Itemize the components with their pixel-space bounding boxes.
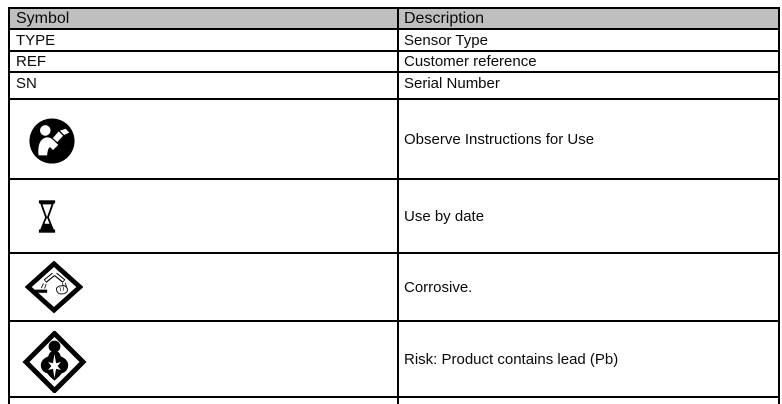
description-text: Observe Instructions for Use (404, 130, 595, 148)
table-row: Risk: Product contains lead (Pb) (10, 322, 778, 398)
column-header-description: Description (404, 9, 485, 27)
symbol-text: REF (16, 53, 46, 70)
symbol-cell (10, 254, 397, 320)
symbol-cell: SN (10, 73, 397, 98)
symbol-text: SN (16, 75, 37, 92)
table-row: REF Customer reference (10, 52, 778, 73)
table-row-partial (10, 398, 778, 404)
description-cell: Corrosive. (397, 254, 778, 320)
description-text: Sensor Type (404, 31, 488, 49)
symbol-text: TYPE (16, 31, 56, 49)
header-cell-symbol: Symbol (10, 9, 397, 28)
table-row: TYPE Sensor Type (10, 30, 778, 52)
table-header-row: Symbol Description (10, 9, 778, 30)
health-hazard-icon (22, 331, 87, 393)
description-cell: Use by date (397, 180, 778, 252)
symbol-cell: TYPE (10, 30, 397, 50)
description-text: Corrosive. (404, 278, 473, 296)
header-cell-description: Description (397, 9, 778, 28)
table-row: Observe Instructions for Use (10, 100, 778, 180)
use-by-date-hourglass-icon (38, 199, 56, 233)
symbol-cell (10, 322, 397, 396)
description-cell: Sensor Type (397, 30, 778, 50)
corrosive-hazard-icon (25, 260, 83, 314)
observe-instructions-icon (28, 117, 76, 165)
description-cell (397, 398, 778, 404)
description-cell: Observe Instructions for Use (397, 100, 778, 178)
description-cell: Customer reference (397, 52, 778, 71)
symbol-cell (10, 100, 397, 178)
symbol-cell (10, 398, 397, 404)
table-row: SN Serial Number (10, 73, 778, 100)
table-row: Corrosive. (10, 254, 778, 322)
symbol-cell: REF (10, 52, 397, 71)
table-row: Use by date (10, 180, 778, 254)
description-text: Risk: Product contains lead (Pb) (404, 350, 619, 368)
symbols-table: Symbol Description TYPE Sensor Type REF … (8, 7, 780, 404)
description-cell: Risk: Product contains lead (Pb) (397, 322, 778, 396)
column-header-symbol: Symbol (16, 9, 70, 27)
description-text: Customer reference (404, 53, 537, 70)
description-text: Use by date (404, 207, 485, 225)
description-cell: Serial Number (397, 73, 778, 98)
symbol-cell (10, 180, 397, 252)
description-text: Serial Number (404, 75, 500, 92)
